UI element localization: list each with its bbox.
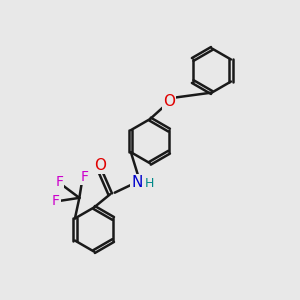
Text: O: O (94, 158, 106, 173)
Text: F: F (81, 169, 88, 184)
Text: F: F (52, 194, 60, 208)
Text: F: F (55, 175, 63, 189)
Text: H: H (144, 177, 154, 190)
Text: O: O (163, 94, 175, 109)
Text: N: N (131, 175, 142, 190)
